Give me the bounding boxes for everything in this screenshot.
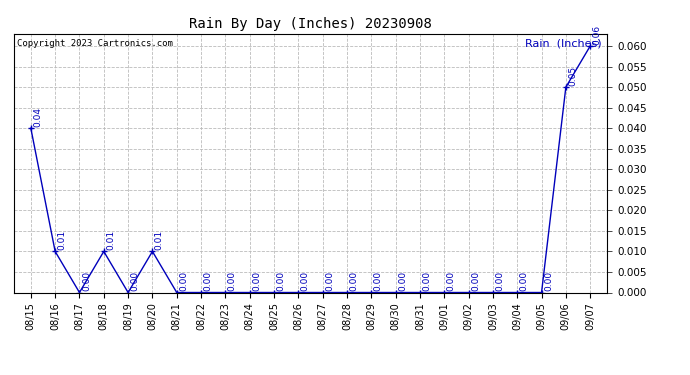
- Text: 0.01: 0.01: [155, 230, 164, 250]
- Text: 0.00: 0.00: [446, 271, 455, 291]
- Title: Rain By Day (Inches) 20230908: Rain By Day (Inches) 20230908: [189, 17, 432, 31]
- Text: 0.00: 0.00: [252, 271, 261, 291]
- Text: 0.00: 0.00: [471, 271, 480, 291]
- Text: 0.00: 0.00: [204, 271, 213, 291]
- Text: 0.05: 0.05: [569, 66, 578, 86]
- Text: 0.00: 0.00: [301, 271, 310, 291]
- Text: 0.00: 0.00: [544, 271, 553, 291]
- Text: 0.01: 0.01: [57, 230, 67, 250]
- Text: 0.00: 0.00: [495, 271, 504, 291]
- Text: 0.01: 0.01: [106, 230, 115, 250]
- Text: 0.00: 0.00: [349, 271, 358, 291]
- Text: 0.00: 0.00: [277, 271, 286, 291]
- Text: 0.00: 0.00: [179, 271, 188, 291]
- Text: 0.00: 0.00: [422, 271, 431, 291]
- Text: 0.04: 0.04: [33, 107, 42, 127]
- Text: 0.00: 0.00: [520, 271, 529, 291]
- Text: 0.00: 0.00: [130, 271, 139, 291]
- Text: 0.00: 0.00: [325, 271, 334, 291]
- Text: 0.00: 0.00: [228, 271, 237, 291]
- Text: 0.06: 0.06: [593, 24, 602, 45]
- Text: Copyright 2023 Cartronics.com: Copyright 2023 Cartronics.com: [17, 39, 172, 48]
- Text: 0.00: 0.00: [398, 271, 407, 291]
- Text: 0.00: 0.00: [82, 271, 91, 291]
- Text: Rain  (Inches): Rain (Inches): [524, 39, 601, 49]
- Text: 0.00: 0.00: [374, 271, 383, 291]
